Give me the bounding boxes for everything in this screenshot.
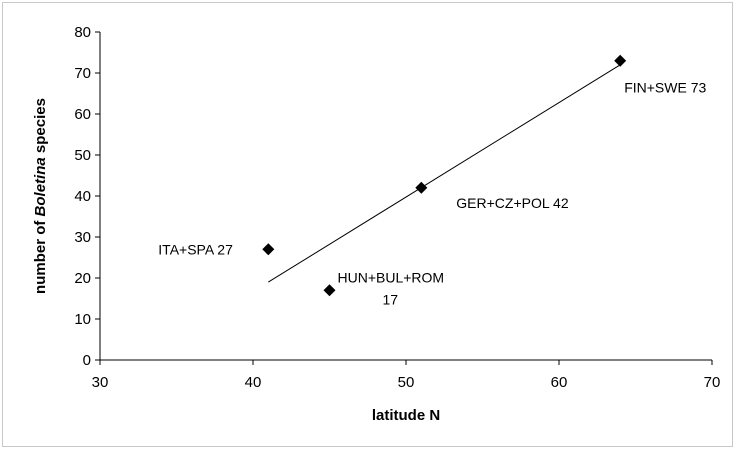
y-axis-title-italic: Boletina (32, 157, 49, 216)
data-label: ITA+SPA 27 (158, 241, 233, 257)
y-tick-label: 20 (74, 270, 91, 287)
x-tick-label: 70 (704, 374, 721, 391)
trendline (268, 64, 621, 283)
data-point-diamond (323, 284, 336, 297)
data-point-diamond (415, 181, 428, 194)
data-point-diamond (262, 243, 275, 256)
x-tick-label: 30 (92, 374, 109, 391)
y-tick-label: 0 (83, 352, 91, 369)
data-label: GER+CZ+POL 42 (456, 195, 569, 211)
y-tick-label: 40 (74, 188, 91, 205)
data-points (262, 54, 627, 297)
y-axis-title-part-3: species (32, 98, 49, 157)
x-tick-label: 50 (398, 374, 415, 391)
x-tick-label: 40 (245, 374, 262, 391)
y-tick-label: 50 (74, 147, 91, 164)
point-labels: ITA+SPA 27 HUN+BUL+ROM 17 GER+CZ+POL 42 FIN+… (158, 80, 706, 308)
y-tick-label: 70 (74, 65, 91, 82)
y-tick-label: 30 (74, 229, 91, 246)
x-axis-title: latitude N (372, 407, 440, 424)
y-tick-label: 10 (74, 311, 91, 328)
y-tick-label: 60 (74, 106, 91, 123)
x-tick-label: 60 (551, 374, 568, 391)
chart-axes: 0 10 20 30 40 50 60 70 80 30 40 50 60 70 (74, 24, 720, 391)
data-point-diamond (614, 54, 627, 67)
y-axis-title-part-1: number of (32, 216, 49, 294)
y-tick-label: 80 (74, 24, 91, 41)
data-label: FIN+SWE 73 (624, 80, 706, 96)
data-label: HUN+BUL+ROM (338, 269, 445, 285)
data-label: 17 (383, 291, 399, 307)
chart-frame (2, 2, 733, 447)
trendline-group (268, 64, 621, 283)
y-axis-title: number of Boletina species (32, 98, 49, 294)
